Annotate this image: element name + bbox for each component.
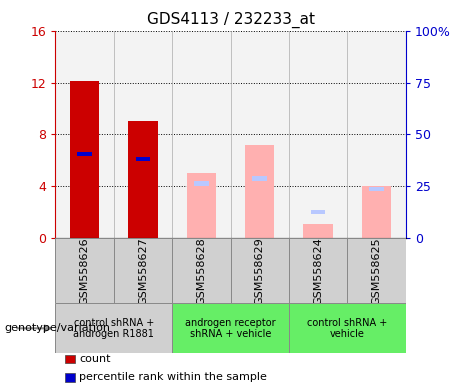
- Text: GSM558629: GSM558629: [254, 237, 265, 305]
- Text: GSM558628: GSM558628: [196, 237, 207, 305]
- Bar: [55, 31, 114, 238]
- Title: GDS4113 / 232233_at: GDS4113 / 232233_at: [147, 12, 314, 28]
- Bar: [245, 145, 274, 238]
- Bar: [289, 238, 347, 303]
- Bar: [347, 238, 406, 303]
- Text: control shRNA +
androgen R1881: control shRNA + androgen R1881: [73, 318, 154, 339]
- Bar: [362, 186, 391, 238]
- Text: GSM558627: GSM558627: [138, 237, 148, 305]
- Bar: [289, 303, 406, 353]
- Bar: [194, 181, 208, 186]
- Bar: [369, 187, 384, 191]
- Bar: [289, 31, 347, 238]
- Text: GSM558624: GSM558624: [313, 237, 323, 305]
- Bar: [303, 224, 333, 238]
- Bar: [136, 157, 150, 161]
- Text: GSM558626: GSM558626: [79, 237, 89, 305]
- Bar: [187, 173, 216, 238]
- Text: count: count: [79, 354, 111, 364]
- Bar: [347, 31, 406, 238]
- Bar: [114, 31, 172, 238]
- Text: androgen receptor
shRNA + vehicle: androgen receptor shRNA + vehicle: [185, 318, 276, 339]
- Bar: [114, 238, 172, 303]
- Bar: [55, 238, 114, 303]
- Bar: [70, 81, 99, 238]
- Text: GSM558625: GSM558625: [372, 237, 382, 305]
- Bar: [128, 121, 158, 238]
- Bar: [172, 238, 230, 303]
- Bar: [253, 176, 267, 181]
- Bar: [230, 238, 289, 303]
- Bar: [77, 152, 92, 156]
- Text: percentile rank within the sample: percentile rank within the sample: [79, 372, 267, 382]
- Text: control shRNA +
vehicle: control shRNA + vehicle: [307, 318, 387, 339]
- Bar: [230, 31, 289, 238]
- Bar: [311, 210, 325, 214]
- Text: genotype/variation: genotype/variation: [5, 323, 111, 333]
- Bar: [172, 31, 230, 238]
- Bar: [55, 303, 172, 353]
- Bar: [172, 303, 289, 353]
